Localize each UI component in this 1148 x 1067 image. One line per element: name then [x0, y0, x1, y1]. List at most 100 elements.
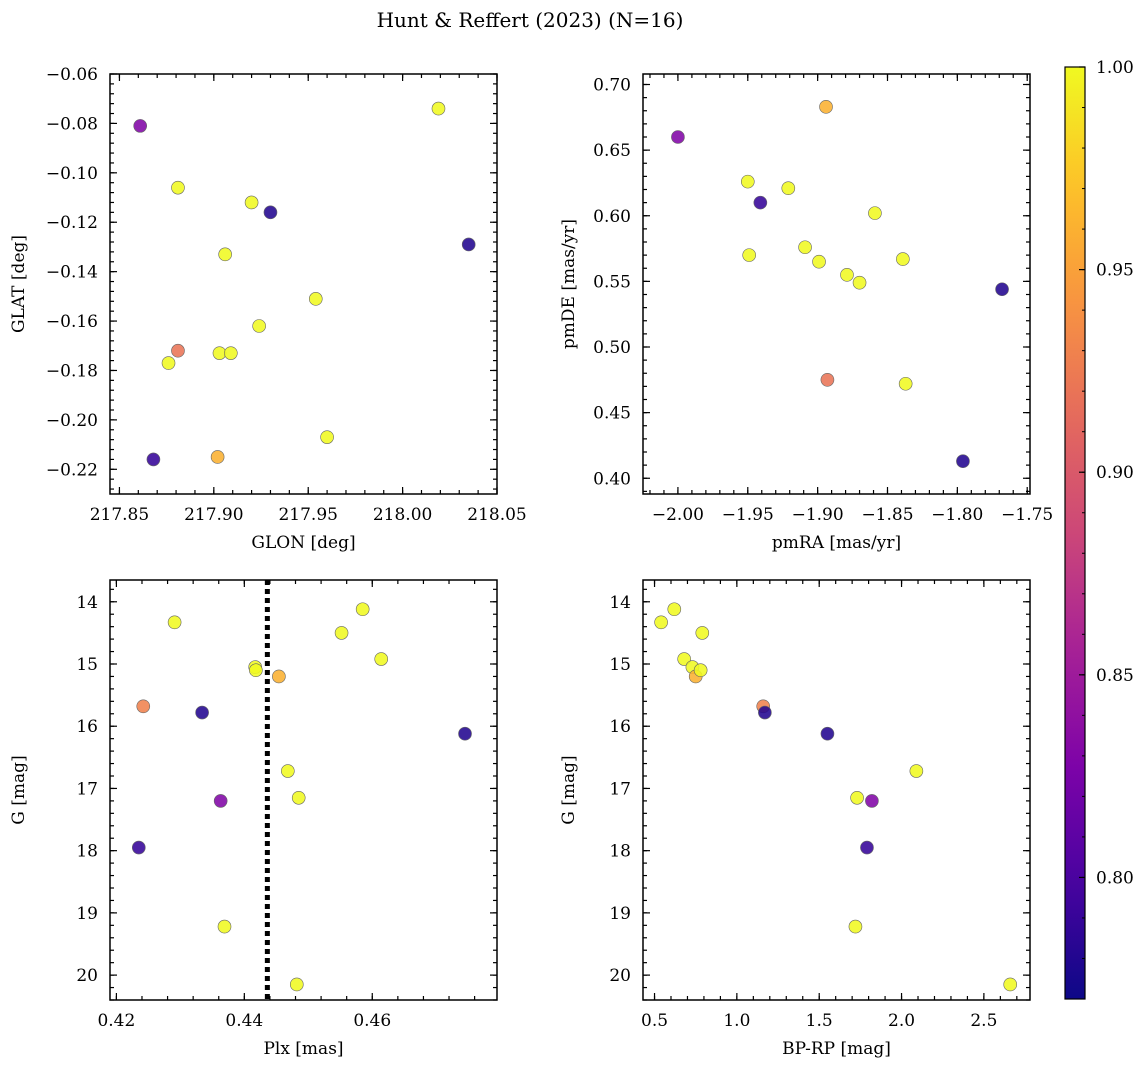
scatter-point — [868, 206, 882, 220]
scatter-panels: 217.85 217.90 217.95 218.00 218.05 −0.22 −0.20… — [9, 65, 1053, 1059]
scatter-point — [217, 919, 232, 934]
x-tick-label: 218.05 — [467, 505, 526, 525]
colorbar-tick-label: 0.95 — [1096, 261, 1134, 281]
scatter-point — [355, 602, 370, 617]
y-tick-label: 0.70 — [593, 76, 631, 96]
y-tick-label: −0.10 — [46, 164, 98, 184]
y-tick-label: 18 — [609, 842, 631, 862]
panel-3-ticks — [110, 580, 497, 1001]
panel-1: 217.85 217.90 217.95 218.00 218.05 −0.22 −0.20… — [9, 65, 527, 553]
y-tick-label: 18 — [76, 842, 98, 862]
scatter-point — [654, 615, 668, 630]
y-tick-label: 0.40 — [593, 469, 631, 489]
scatter-point — [431, 101, 446, 116]
scatter-point — [753, 195, 768, 210]
figure-title: Hunt & Reffert (2023) (N=16) — [377, 8, 684, 32]
y-axis-label: pmDE [mas/yr] — [559, 219, 579, 349]
scatter-point — [146, 452, 161, 467]
scatter-point — [263, 205, 278, 220]
scatter-point — [131, 840, 146, 855]
scatter-point — [161, 356, 176, 370]
scatter-point — [671, 130, 685, 144]
y-tick-label: −0.20 — [46, 411, 98, 431]
scatter-point — [244, 195, 259, 210]
x-tick-label: 0.5 — [641, 1011, 668, 1031]
panel-2: −2.00 −1.95 −1.90 −1.85 −1.80 −1.75 0.40 0.45 0.… — [559, 73, 1053, 553]
scatter-point — [291, 790, 306, 805]
x-axis-label: Plx [mas] — [263, 1039, 343, 1059]
y-tick-label: −0.08 — [46, 114, 98, 134]
scatter-point — [272, 669, 286, 684]
scatter-point — [758, 705, 772, 720]
x-tick-label: −1.95 — [722, 505, 774, 525]
scatter-point — [956, 454, 970, 468]
x-tick-label: 2.0 — [888, 1011, 915, 1031]
y-tick-label: 0.45 — [593, 404, 631, 424]
scatter-point — [909, 764, 924, 778]
scatter-point — [820, 726, 835, 741]
scatter-point — [461, 237, 476, 252]
scatter-point — [171, 180, 185, 195]
scatter-point — [667, 602, 682, 617]
y-tick-label: 17 — [76, 779, 98, 799]
y-tick-label: −0.12 — [46, 213, 98, 233]
scatter-point — [136, 699, 151, 714]
y-tick-label: 0.60 — [593, 207, 631, 227]
panel-1-ticks — [110, 73, 498, 494]
scatter-point — [896, 252, 910, 266]
colorbar-gradient — [1064, 66, 1086, 1000]
y-tick-label: 19 — [76, 904, 98, 924]
panel-frame — [642, 579, 1031, 1001]
x-axis-label: pmRA [mas/yr] — [772, 533, 901, 553]
x-tick-label: −1.80 — [931, 505, 983, 525]
scatter-point — [249, 663, 263, 678]
scatter-point — [798, 240, 812, 255]
scatter-point — [281, 764, 295, 778]
y-tick-label: 20 — [609, 966, 631, 986]
y-tick-label: −0.06 — [46, 65, 98, 85]
y-tick-label: −0.14 — [46, 263, 98, 283]
y-tick-label: 16 — [609, 717, 631, 737]
scatter-point — [740, 174, 755, 189]
x-tick-label: −2.00 — [652, 505, 704, 525]
panel-frame — [642, 73, 1031, 495]
y-tick-label: 15 — [609, 655, 631, 675]
scatter-point — [781, 181, 796, 195]
scatter-point — [374, 652, 389, 666]
scatter-point — [320, 430, 334, 444]
panel-2-ticks — [643, 74, 1030, 494]
scatter-point — [693, 663, 708, 678]
scatter-point — [458, 726, 472, 741]
y-axis-label: GLAT [deg] — [9, 235, 29, 333]
colorbar-tick-label: 0.90 — [1096, 463, 1134, 483]
scatter-point — [819, 100, 833, 114]
y-tick-label: 0.65 — [593, 141, 631, 161]
y-tick-label: 17 — [609, 779, 631, 799]
scatter-point — [195, 705, 209, 720]
x-tick-label: 0.44 — [225, 1011, 263, 1031]
colorbar-tick-label: 1.00 — [1096, 58, 1134, 78]
x-tick-label: −1.85 — [861, 505, 913, 525]
scatter-point — [1003, 977, 1018, 992]
scatter-point — [252, 319, 266, 333]
scatter-point — [898, 376, 913, 391]
x-axis-label: BP-RP [mag] — [782, 1039, 891, 1059]
y-tick-label: 16 — [76, 717, 98, 737]
scatter-point — [210, 450, 225, 464]
panel-frame — [109, 73, 498, 495]
y-tick-label: 15 — [76, 655, 98, 675]
scatter-point — [289, 977, 304, 992]
scatter-point — [852, 275, 867, 290]
colorbar-tick-label: 0.80 — [1096, 868, 1134, 888]
scatter-point — [848, 919, 863, 934]
scatter-point — [995, 282, 1009, 297]
scatter-point — [213, 794, 228, 808]
y-axis-label: G [mag] — [559, 755, 579, 824]
scatter-point — [224, 346, 238, 360]
x-tick-label: −1.90 — [792, 505, 844, 525]
x-tick-label: 2.5 — [970, 1011, 997, 1031]
scatter-point — [308, 292, 323, 306]
scatter-point — [695, 626, 710, 640]
y-tick-label: 14 — [76, 593, 98, 613]
y-tick-label: 19 — [609, 904, 631, 924]
